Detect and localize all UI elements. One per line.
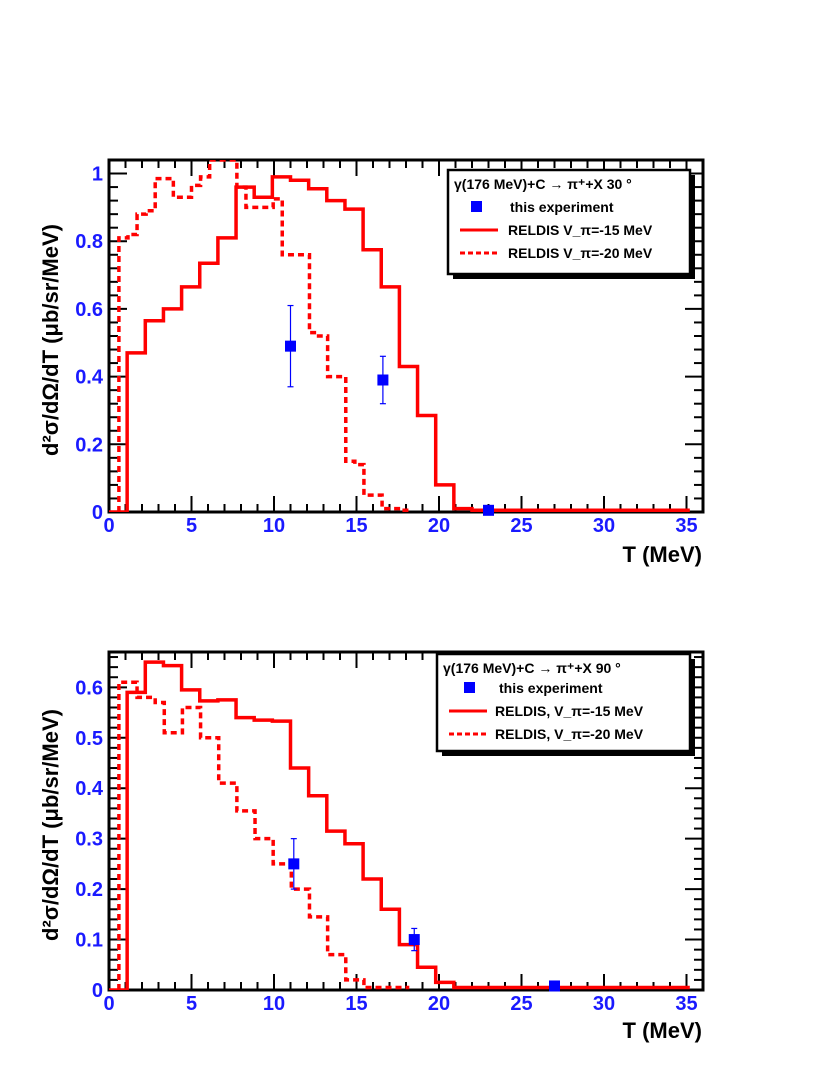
x-tick-label: 5 <box>186 515 197 537</box>
y-tick-label: 0.2 <box>75 434 103 456</box>
legend-marker <box>464 682 475 693</box>
legend-title: γ(176 MeV)+C → π⁺+X 30 ° <box>454 176 632 192</box>
x-tick-label: 25 <box>510 993 532 1015</box>
x-tick-label: 30 <box>593 515 615 537</box>
x-tick-label: 0 <box>103 993 114 1015</box>
x-tick-label: 35 <box>675 515 697 537</box>
data-point <box>483 504 494 516</box>
reldis-20-histogram <box>117 160 410 512</box>
y-axis-title-top: d²σ/dΩ/dT (μb/sr/MeV) <box>38 224 63 456</box>
y-tick-label: 0.4 <box>75 367 104 389</box>
x-tick-label: 20 <box>428 993 450 1015</box>
y-axis-title-bottom: d²σ/dΩ/dT (μb/sr/MeV) <box>38 709 63 941</box>
legend-entry: RELDIS, V_π=-20 MeV <box>495 726 644 742</box>
x-tick-label: 15 <box>345 993 367 1015</box>
data-point <box>377 374 389 386</box>
chart-panel-top: d²σ/dΩ/dT (μb/sr/MeV) T (MeV) 0 5 10 15 20 25… <box>38 158 705 567</box>
data-point <box>549 980 560 992</box>
x-axis-title-top: T (MeV) <box>623 542 702 567</box>
legend-marker <box>471 201 482 212</box>
x-tick-label: 35 <box>675 993 697 1015</box>
x-tick-label: 10 <box>263 993 285 1015</box>
legend-entry: this experiment <box>499 680 603 696</box>
reldis-15-histogram <box>109 660 690 990</box>
x-tick-label: 15 <box>345 515 367 537</box>
x-tick-label: 5 <box>186 993 197 1015</box>
legend-entry: RELDIS V_π=-20 MeV <box>508 245 653 261</box>
data-point <box>288 858 300 870</box>
y-tick-label: 0.8 <box>75 231 103 253</box>
y-tick-label: 0.5 <box>75 728 103 750</box>
data-point <box>285 340 296 352</box>
x-tick-label: 20 <box>428 515 450 537</box>
data-point <box>408 934 420 946</box>
x-axis-title-bottom: T (MeV) <box>623 1018 702 1043</box>
y-tick-label: 0.4 <box>75 778 104 800</box>
legend-entry: RELDIS V_π=-15 MeV <box>508 222 653 238</box>
chart-panel-bottom: d²σ/dΩ/dT (μb/sr/MeV) T (MeV) 0 5 10 15 20 25… <box>38 650 705 1043</box>
y-tick-label: 0.1 <box>75 930 103 952</box>
y-tick-label: 0 <box>92 980 103 1002</box>
y-tick-label: 0.6 <box>75 299 103 321</box>
x-tick-label: 25 <box>510 515 532 537</box>
y-tick-label: 1 <box>92 164 103 186</box>
y-tick-label: 0.2 <box>75 879 103 901</box>
x-tick-label: 0 <box>103 515 114 537</box>
x-tick-label: 30 <box>593 993 615 1015</box>
reldis-20-histogram <box>117 680 410 990</box>
x-tick-label: 10 <box>263 515 285 537</box>
legend-box <box>435 652 692 753</box>
legend-entry: RELDIS, V_π=-15 MeV <box>495 703 644 719</box>
y-tick-label: 0 <box>92 502 103 524</box>
y-tick-label: 0.3 <box>75 829 103 851</box>
reldis-15-histogram <box>109 175 690 512</box>
legend-box <box>446 168 692 276</box>
legend-title: γ(176 MeV)+C → π⁺+X 90 ° <box>443 660 621 676</box>
legend-entry: this experiment <box>510 199 614 215</box>
y-tick-label: 0.6 <box>75 677 103 699</box>
